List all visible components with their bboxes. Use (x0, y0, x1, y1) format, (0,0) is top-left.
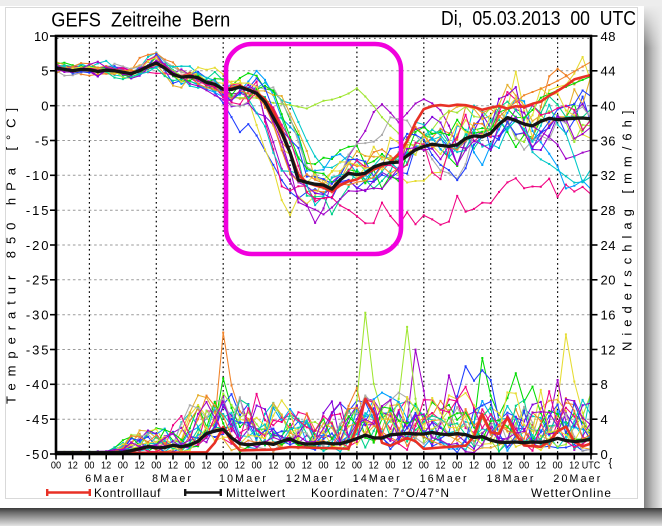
svg-text:WetterOnline: WetterOnline (531, 486, 612, 500)
svg-text:00: 00 (185, 461, 196, 472)
svg-text:-15: -15 (26, 203, 51, 218)
svg-text:GEFS Zeitreihe Bern: GEFS Zeitreihe Bern (51, 10, 230, 32)
svg-text:28: 28 (601, 203, 617, 218)
svg-text:5: 5 (41, 64, 48, 79)
svg-text:12: 12 (369, 461, 379, 472)
svg-text:00: 00 (285, 461, 296, 472)
svg-text:00: 00 (318, 461, 329, 472)
svg-text:-25: -25 (26, 273, 51, 288)
svg-text:8Maer: 8Maer (152, 473, 193, 485)
svg-text:0: 0 (601, 447, 609, 462)
svg-text:12: 12 (201, 461, 211, 472)
svg-text:-30: -30 (26, 307, 51, 322)
svg-text:-40: -40 (26, 377, 51, 392)
svg-text:00: 00 (218, 461, 229, 472)
svg-text:6Maer: 6Maer (85, 473, 126, 485)
svg-text:12: 12 (268, 461, 278, 472)
svg-text:-20: -20 (26, 238, 51, 253)
svg-text:12: 12 (601, 342, 617, 357)
svg-text:12: 12 (435, 461, 445, 472)
svg-text:Mittelwert: Mittelwert (226, 486, 286, 500)
svg-text:44: 44 (601, 64, 617, 79)
svg-text:UTC: UTC (582, 461, 601, 472)
svg-text:-10: -10 (26, 168, 51, 183)
svg-text:12: 12 (335, 461, 345, 472)
svg-text:{: { (609, 457, 613, 469)
svg-text:10: 10 (34, 29, 48, 44)
svg-text:Niederschlag [mm/6h]: Niederschlag [mm/6h] (620, 105, 635, 351)
svg-text:16: 16 (601, 307, 617, 322)
svg-text:48: 48 (601, 29, 617, 44)
svg-text:00: 00 (519, 461, 530, 472)
svg-text:20: 20 (601, 273, 617, 288)
svg-text:12: 12 (569, 461, 579, 472)
svg-text:00: 00 (84, 461, 95, 472)
svg-text:16Maer: 16Maer (420, 473, 469, 485)
svg-text:12: 12 (68, 461, 78, 472)
svg-text:-45: -45 (26, 412, 51, 427)
svg-text:12: 12 (235, 461, 245, 472)
svg-text:Koordinaten: 7°O/47°N: Koordinaten: 7°O/47°N (311, 486, 450, 500)
svg-text:32: 32 (601, 168, 617, 183)
svg-text:8: 8 (601, 377, 609, 392)
svg-text:24: 24 (601, 238, 617, 253)
svg-text:12: 12 (168, 461, 178, 472)
svg-text:Di, 05.03.2013 00 UTC: Di, 05.03.2013 00 UTC (441, 8, 636, 30)
svg-text:18Maer: 18Maer (486, 473, 535, 485)
svg-text:00: 00 (486, 461, 497, 472)
svg-text:12: 12 (402, 461, 412, 472)
svg-text:00: 00 (118, 461, 129, 472)
svg-text:12: 12 (469, 461, 479, 472)
svg-text:-50: -50 (26, 447, 51, 462)
svg-text:00: 00 (51, 461, 62, 472)
svg-text:36: 36 (601, 133, 617, 148)
svg-text:Temperatur 850 hPa [°C]: Temperatur 850 hPa [°C] (3, 101, 18, 404)
svg-text:-5: -5 (35, 133, 50, 148)
svg-text:0: 0 (41, 98, 48, 113)
svg-text:00: 00 (352, 461, 363, 472)
svg-text:20Maer: 20Maer (553, 473, 602, 485)
svg-text:12: 12 (536, 461, 546, 472)
svg-text:-35: -35 (26, 342, 51, 357)
svg-text:Kontrolllauf: Kontrolllauf (94, 486, 161, 500)
svg-text:40: 40 (601, 98, 617, 113)
svg-text:00: 00 (552, 461, 563, 472)
svg-text:12Maer: 12Maer (286, 473, 335, 485)
svg-text:4: 4 (601, 412, 609, 427)
svg-text:14Maer: 14Maer (353, 473, 402, 485)
svg-text:12: 12 (502, 461, 512, 472)
svg-text:12: 12 (101, 461, 111, 472)
svg-text:00: 00 (151, 461, 162, 472)
svg-text:00: 00 (452, 461, 463, 472)
svg-text:12: 12 (134, 461, 144, 472)
svg-text:00: 00 (252, 461, 263, 472)
svg-text:12: 12 (302, 461, 312, 472)
svg-text:00: 00 (419, 461, 430, 472)
svg-text:00: 00 (385, 461, 396, 472)
svg-text:10Maer: 10Maer (219, 473, 268, 485)
